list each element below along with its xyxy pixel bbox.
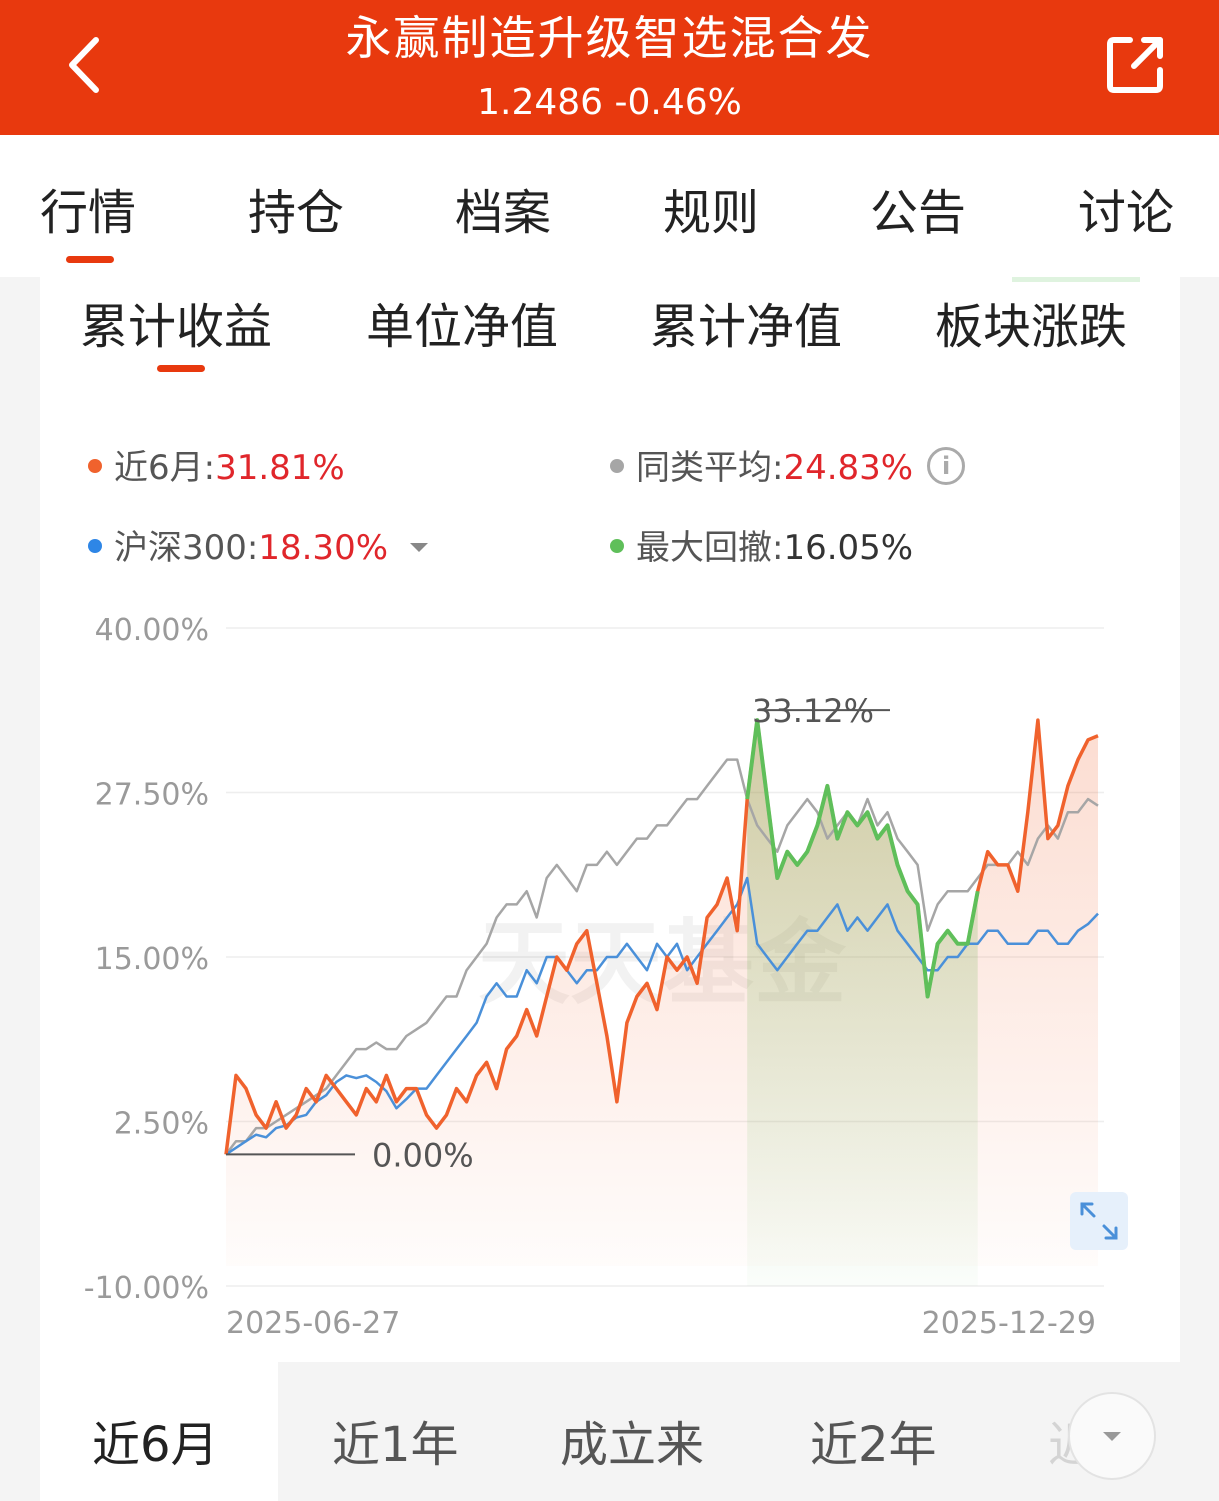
legend-peer-value: 24.83% (783, 448, 914, 488)
main-tabs: 行情 持仓 档案 规则 公告 讨论 (0, 135, 1219, 277)
subtab-cumulative-nav[interactable]: 累计净值 (650, 299, 843, 355)
peer-dot-icon (610, 458, 624, 473)
fund-nav-change: 1.2486 -0.46% (477, 82, 742, 123)
subtab-unit-nav[interactable]: 单位净值 (366, 299, 559, 355)
subtab-cumulative-return[interactable]: 累计收益 (80, 299, 273, 355)
subtab-sector-change[interactable]: 板块涨跌 (935, 299, 1128, 355)
legend-index-label: 沪深300: (114, 528, 259, 568)
info-icon[interactable]: i (927, 446, 966, 485)
chevron-down-icon (1103, 1432, 1121, 1441)
dropdown-caret-icon[interactable] (410, 543, 429, 552)
more-periods-button[interactable] (1068, 1392, 1156, 1480)
tab-profile[interactable]: 档案 (455, 185, 552, 241)
period-2y[interactable]: 近2年 (810, 1417, 937, 1473)
legend-peer-label: 同类平均: (636, 448, 784, 488)
period-6m[interactable]: 近6月 (92, 1417, 219, 1473)
index-dot-icon (88, 538, 102, 553)
tab-market[interactable]: 行情 (40, 185, 137, 241)
period-selector (278, 1362, 1180, 1501)
legend-fund-label: 近6月: (114, 448, 216, 488)
active-tab-indicator (66, 256, 114, 263)
tab-holdings[interactable]: 持仓 (248, 185, 345, 241)
tab-announcements[interactable]: 公告 (870, 185, 967, 241)
fund-title: 永赢制造升级智选混合发 (345, 11, 874, 65)
header-bar: 永赢制造升级智选混合发 1.2486 -0.46% (0, 0, 1219, 135)
legend-drawdown: 最大回撤:16.05% (610, 520, 913, 569)
legend-fund-value: 31.81% (215, 448, 345, 488)
expand-icon[interactable] (1070, 1192, 1128, 1250)
legend-drawdown-value: 16.05% (783, 528, 914, 568)
share-icon[interactable] (1100, 30, 1170, 100)
highlight-strip (1012, 277, 1140, 282)
tab-discussion[interactable]: 讨论 (1078, 185, 1175, 241)
drawdown-dot-icon (610, 538, 624, 553)
tab-rules[interactable]: 规则 (663, 185, 760, 241)
legend-index[interactable]: 沪深300:18.30% (88, 520, 429, 569)
period-1y[interactable]: 近1年 (332, 1417, 459, 1473)
legend-fund: 近6月:31.81% (88, 440, 345, 489)
period-since-inception[interactable]: 成立来 (560, 1417, 705, 1473)
back-arrow-icon[interactable] (58, 30, 118, 100)
legend-index-value: 18.30% (258, 528, 389, 568)
active-subtab-indicator (157, 365, 205, 372)
legend-drawdown-label: 最大回撤: (636, 528, 784, 568)
fund-dot-icon (88, 458, 102, 473)
legend-peer: 同类平均:24.83% i (610, 440, 966, 489)
